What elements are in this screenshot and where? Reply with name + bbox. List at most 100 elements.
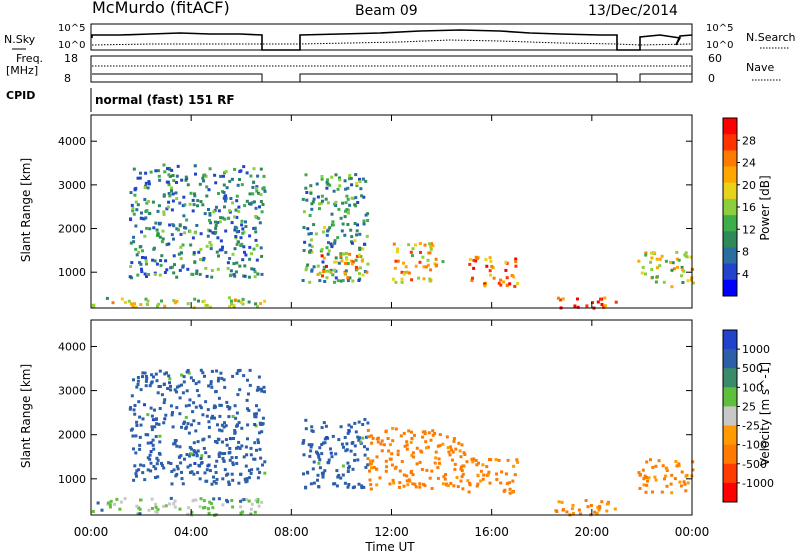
echo-cell <box>499 278 503 282</box>
echo-cell <box>216 379 220 383</box>
echo-cell <box>228 406 232 410</box>
echo-cell <box>375 467 379 471</box>
echo-cell <box>346 197 350 201</box>
echo-cell <box>411 473 415 477</box>
echo-cell <box>188 463 192 467</box>
echo-cell <box>255 448 258 452</box>
echo-cell <box>602 305 606 309</box>
echo-cell <box>653 475 657 479</box>
ytick-label: 2000 <box>58 429 86 442</box>
echo-cell <box>131 434 135 438</box>
echo-cell <box>333 482 337 486</box>
colorbar-frame <box>722 329 738 503</box>
echo-cell <box>193 194 197 198</box>
echo-cell <box>362 485 366 489</box>
echo-cell <box>226 266 230 270</box>
echo-cell <box>481 463 485 467</box>
echo-cell <box>141 471 145 475</box>
echo-cell <box>143 403 146 407</box>
echo-cell <box>129 191 133 195</box>
echo-cell <box>337 261 341 265</box>
echo-cell <box>387 449 391 453</box>
echo-cell <box>248 383 252 387</box>
echo-cell <box>325 180 329 184</box>
echo-cell <box>660 490 664 494</box>
echo-cell <box>684 474 688 478</box>
echo-cell <box>470 457 474 461</box>
echo-cell <box>205 274 209 278</box>
echo-cell <box>207 420 211 424</box>
echo-cell <box>148 227 152 231</box>
echo-cell <box>516 460 520 464</box>
echo-cell <box>452 439 456 443</box>
echo-cell <box>475 463 479 467</box>
echo-cell <box>218 428 221 432</box>
echo-cell <box>351 467 355 471</box>
echo-cell <box>235 230 239 234</box>
echo-cell <box>487 470 491 474</box>
echo-cell <box>246 378 249 382</box>
echo-cell <box>494 458 498 462</box>
echo-cell <box>613 507 617 511</box>
echo-cell <box>427 431 431 435</box>
echo-cell <box>169 462 173 465</box>
echo-cell <box>222 183 226 187</box>
echo-cell <box>202 179 206 183</box>
echo-cell <box>345 257 349 261</box>
echo-cell <box>430 469 434 473</box>
echo-cell <box>394 259 398 263</box>
echo-cell <box>560 500 564 504</box>
echo-cell <box>438 444 442 448</box>
echo-cell <box>327 461 331 465</box>
echo-cell <box>434 450 438 454</box>
echo-cell <box>194 172 197 176</box>
echo-cell <box>261 203 265 206</box>
echo-cell <box>152 465 156 468</box>
echo-cell <box>135 474 138 478</box>
echo-cell <box>431 429 435 433</box>
echo-cell <box>158 407 162 410</box>
echo-cell <box>429 268 433 272</box>
echo-cell <box>147 508 151 512</box>
echo-cell <box>479 469 483 473</box>
echo-cell <box>156 458 160 462</box>
echo-cell <box>326 252 330 256</box>
echo-cell <box>187 431 191 435</box>
echo-cell <box>355 233 359 237</box>
echo-cell <box>248 192 252 196</box>
echo-cell <box>208 167 212 171</box>
echo-cell <box>180 178 184 182</box>
echo-cell <box>214 230 218 234</box>
echo-cell <box>320 194 324 198</box>
echo-cell <box>253 412 257 416</box>
echo-cell <box>249 453 253 457</box>
echo-cell <box>231 463 235 467</box>
echo-cell <box>468 257 472 261</box>
echo-cell <box>354 173 358 177</box>
echo-cell <box>162 466 166 470</box>
echo-cell <box>331 434 335 438</box>
echo-cell <box>192 251 196 255</box>
echo-cell <box>310 425 314 429</box>
echo-cell <box>431 433 435 437</box>
echo-cell <box>343 436 347 439</box>
echo-cell <box>441 442 445 446</box>
echo-cell <box>132 240 136 244</box>
echo-cell <box>670 285 674 289</box>
echo-cell <box>461 487 465 491</box>
echo-cell <box>400 280 404 284</box>
echo-cell <box>196 471 200 475</box>
echo-cell <box>675 250 679 254</box>
echo-cell <box>415 446 419 450</box>
echo-cell <box>367 435 371 439</box>
echo-cell <box>209 247 213 251</box>
echo-cell <box>157 174 161 178</box>
echo-cell <box>384 459 388 463</box>
echo-cell <box>134 247 138 251</box>
echo-cell <box>233 247 237 251</box>
echo-cell <box>159 263 163 267</box>
echo-cell <box>183 231 187 235</box>
echo-cell <box>189 191 193 195</box>
echo-cell <box>504 472 508 476</box>
echo-cell <box>495 472 499 476</box>
